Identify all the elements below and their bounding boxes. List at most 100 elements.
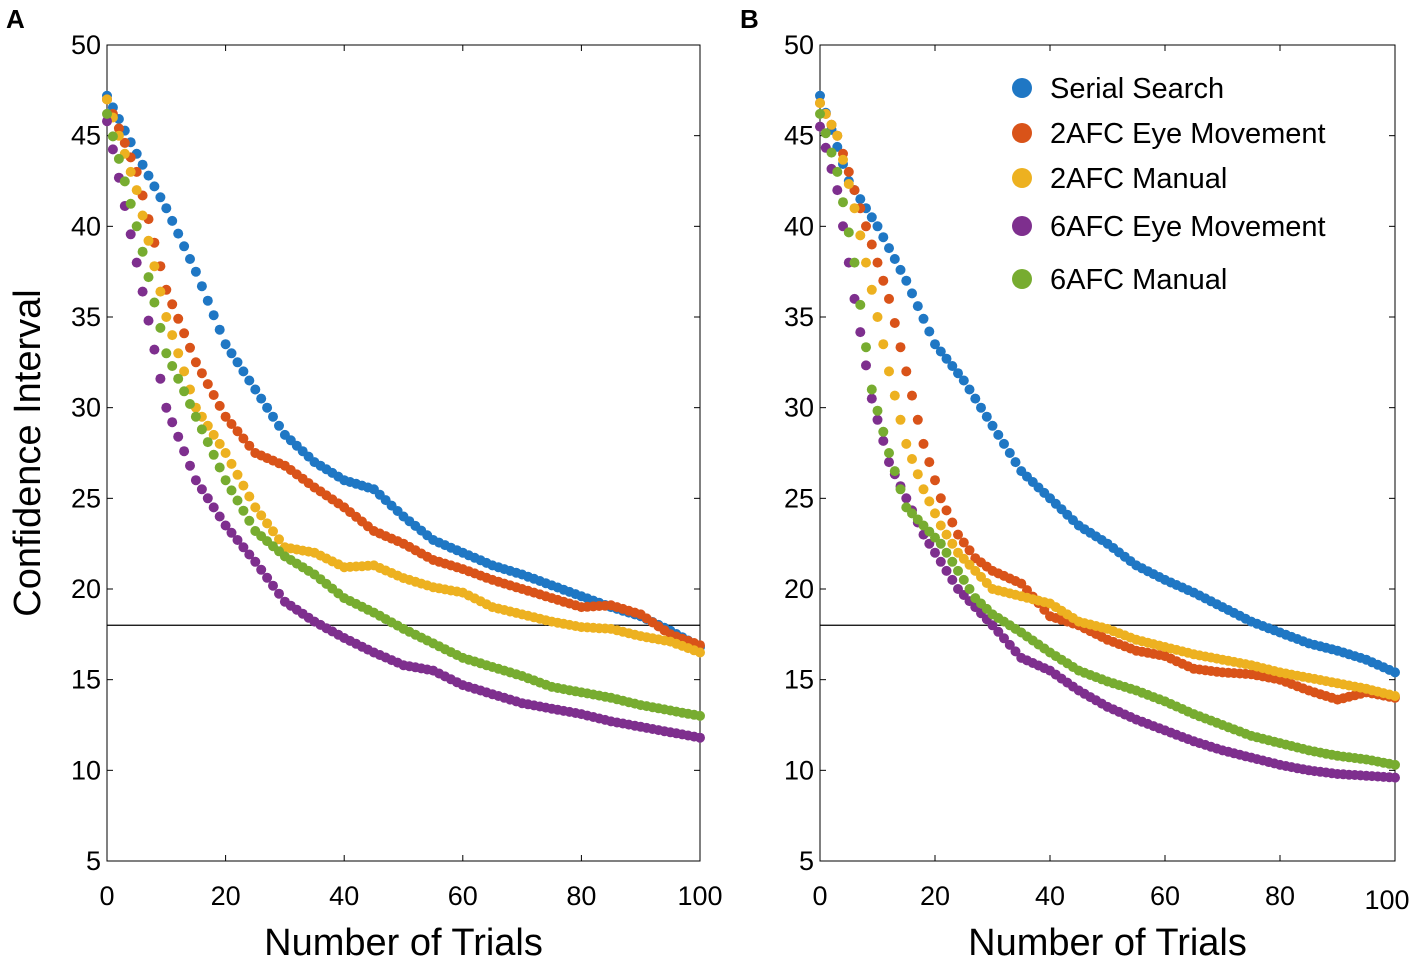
panel-a-series-4-point bbox=[274, 588, 284, 599]
panel-b-series-4-point bbox=[987, 620, 998, 631]
panel-a-series-1-point bbox=[250, 384, 261, 395]
panel-b-series-2-point bbox=[930, 475, 940, 486]
panel-a-series-3-point bbox=[167, 330, 178, 341]
panel-b-series-3-point bbox=[832, 130, 843, 141]
panel-a-series-5-point bbox=[695, 710, 705, 721]
panel-a-series-1-point bbox=[161, 203, 172, 214]
panel-a-series-5-point bbox=[220, 475, 231, 486]
panel-a-series-1-point bbox=[226, 348, 237, 359]
panel-b-series-4-point bbox=[878, 435, 889, 446]
panel-b-series-1-point bbox=[855, 194, 866, 205]
panel-a-series-3-point bbox=[125, 166, 136, 177]
panel-a-series-3-point bbox=[232, 469, 243, 480]
panel-a-series-4-point bbox=[137, 286, 148, 297]
panel-a-x-tick-label: 60 bbox=[448, 881, 478, 911]
panel-b-series-5-point bbox=[958, 574, 969, 585]
panel-b-series-3-point bbox=[895, 414, 906, 425]
panel-a-series-3-point bbox=[274, 534, 284, 545]
panel-a-series-5-point bbox=[113, 153, 124, 164]
panel-a-series-5-point bbox=[179, 386, 190, 397]
panel-a-series-5-point bbox=[196, 424, 207, 435]
panel-b-series-5-point bbox=[820, 128, 831, 139]
panel-a-y-tick-label: 10 bbox=[71, 755, 101, 785]
panel-b-series-3 bbox=[815, 98, 1400, 701]
panel-b-series-4-point bbox=[947, 574, 958, 585]
panel-b-series-1-point bbox=[895, 264, 906, 275]
panel-b-series-5-point bbox=[843, 227, 854, 238]
panel-a-series-3-point bbox=[102, 94, 112, 105]
panel-b-series-1-point bbox=[941, 353, 952, 364]
panel-a-y-tick-label: 30 bbox=[71, 393, 101, 423]
panel-a-x-tick-label: 0 bbox=[99, 881, 114, 911]
panel-b-series-1-point bbox=[907, 288, 917, 299]
panel-b-series-1-point bbox=[958, 375, 969, 386]
panel-b-series-5-point bbox=[832, 166, 843, 177]
panel-b-series-3-point bbox=[884, 366, 894, 377]
panel-b-series-5-point bbox=[861, 342, 871, 353]
panel-b-series-5-point bbox=[953, 565, 963, 576]
legend-marker-4 bbox=[1012, 216, 1032, 236]
panel-b-series-4-point bbox=[872, 414, 883, 425]
panel-a-series-2-point bbox=[119, 137, 130, 148]
panel-a-series-3-point bbox=[137, 210, 148, 221]
panel-a-series-1-point bbox=[185, 254, 195, 264]
panel-b-series-4-point bbox=[935, 556, 946, 567]
panel-b-series-1-point bbox=[993, 429, 1004, 440]
panel-a-series-5-point bbox=[155, 322, 166, 333]
panel-b-series-1-point bbox=[970, 393, 981, 404]
panel-b-series-1-point bbox=[1004, 448, 1015, 458]
panel-a-series-5-point bbox=[143, 272, 154, 283]
panel-a-series-5-point bbox=[131, 221, 142, 232]
panel-a-y-axis-title: Confidence Interval bbox=[7, 289, 49, 616]
panel-b-series-4-point bbox=[993, 626, 1004, 637]
legend-marker-3 bbox=[1012, 168, 1032, 188]
panel-b-series-5-point bbox=[941, 547, 952, 558]
legend-label-3: 2AFC Manual bbox=[1050, 163, 1227, 195]
panel-a-series-4-point bbox=[179, 446, 190, 457]
panel-a-series-4-point bbox=[268, 580, 278, 591]
panel-b-series-4-point bbox=[884, 457, 894, 468]
panel-a-series-1-point bbox=[232, 357, 243, 368]
panel-a-series-4-point bbox=[214, 511, 225, 522]
panel-b-series-1-point bbox=[901, 275, 912, 286]
panel-b-x-tick-label: 100 bbox=[1364, 885, 1409, 915]
panel-a-series-4-point bbox=[107, 144, 118, 155]
panel-b-series-3-point bbox=[849, 203, 860, 214]
panel-b-series-4-point bbox=[930, 547, 940, 558]
panel-b-series-2-point bbox=[947, 517, 958, 528]
panel-a-series-1-point bbox=[214, 324, 225, 335]
panel-a-series-4-point bbox=[250, 556, 261, 567]
panel-a-series-2-point bbox=[179, 328, 190, 339]
panel-a-series-2-point bbox=[226, 419, 237, 429]
panel-a-series-4-point bbox=[102, 116, 112, 127]
panel-a-series-1-point bbox=[262, 402, 273, 413]
panel-b-series-3-point bbox=[861, 257, 871, 268]
panel-a-series-2-point bbox=[238, 433, 249, 444]
panel-b-y-tick-label: 50 bbox=[784, 30, 814, 60]
panel-b-series-3-point bbox=[930, 508, 940, 519]
panel-a-y-tick-label: 50 bbox=[71, 30, 101, 60]
legend-label-5: 6AFC Manual bbox=[1050, 264, 1227, 296]
panel-a-series-3-point bbox=[161, 312, 172, 322]
panel-a-series-2-point bbox=[173, 313, 184, 324]
panel-a-series-5-point bbox=[208, 449, 219, 460]
panel-a-series-4-point bbox=[173, 431, 184, 442]
panel-a-series-1-point bbox=[143, 170, 154, 181]
panel-b-series-2-point bbox=[924, 457, 935, 468]
panel-b-series-4-point bbox=[832, 185, 843, 196]
panel-a-y-tick-label: 25 bbox=[71, 483, 101, 513]
panel-a-series-2-point bbox=[190, 357, 201, 368]
panel-letter-a: A bbox=[6, 4, 25, 34]
panel-a-series-5-point bbox=[119, 176, 130, 187]
panel-b-series-1-point bbox=[912, 301, 923, 312]
panel-a-series-4-point bbox=[208, 502, 219, 513]
panel-b-y-tick-label: 25 bbox=[784, 483, 814, 513]
panel-a-series-5-point bbox=[149, 297, 160, 308]
panel-a-series-4-point bbox=[149, 344, 160, 355]
panel-a-series-4-point bbox=[244, 549, 255, 560]
panel-a-series-5-point bbox=[167, 361, 178, 371]
panel-b-y-tick-label: 10 bbox=[784, 755, 814, 785]
panel-b-series-2-point bbox=[941, 505, 952, 516]
panel-b-series-3-point bbox=[924, 496, 935, 507]
panel-a-y-tick-label: 45 bbox=[71, 121, 101, 151]
